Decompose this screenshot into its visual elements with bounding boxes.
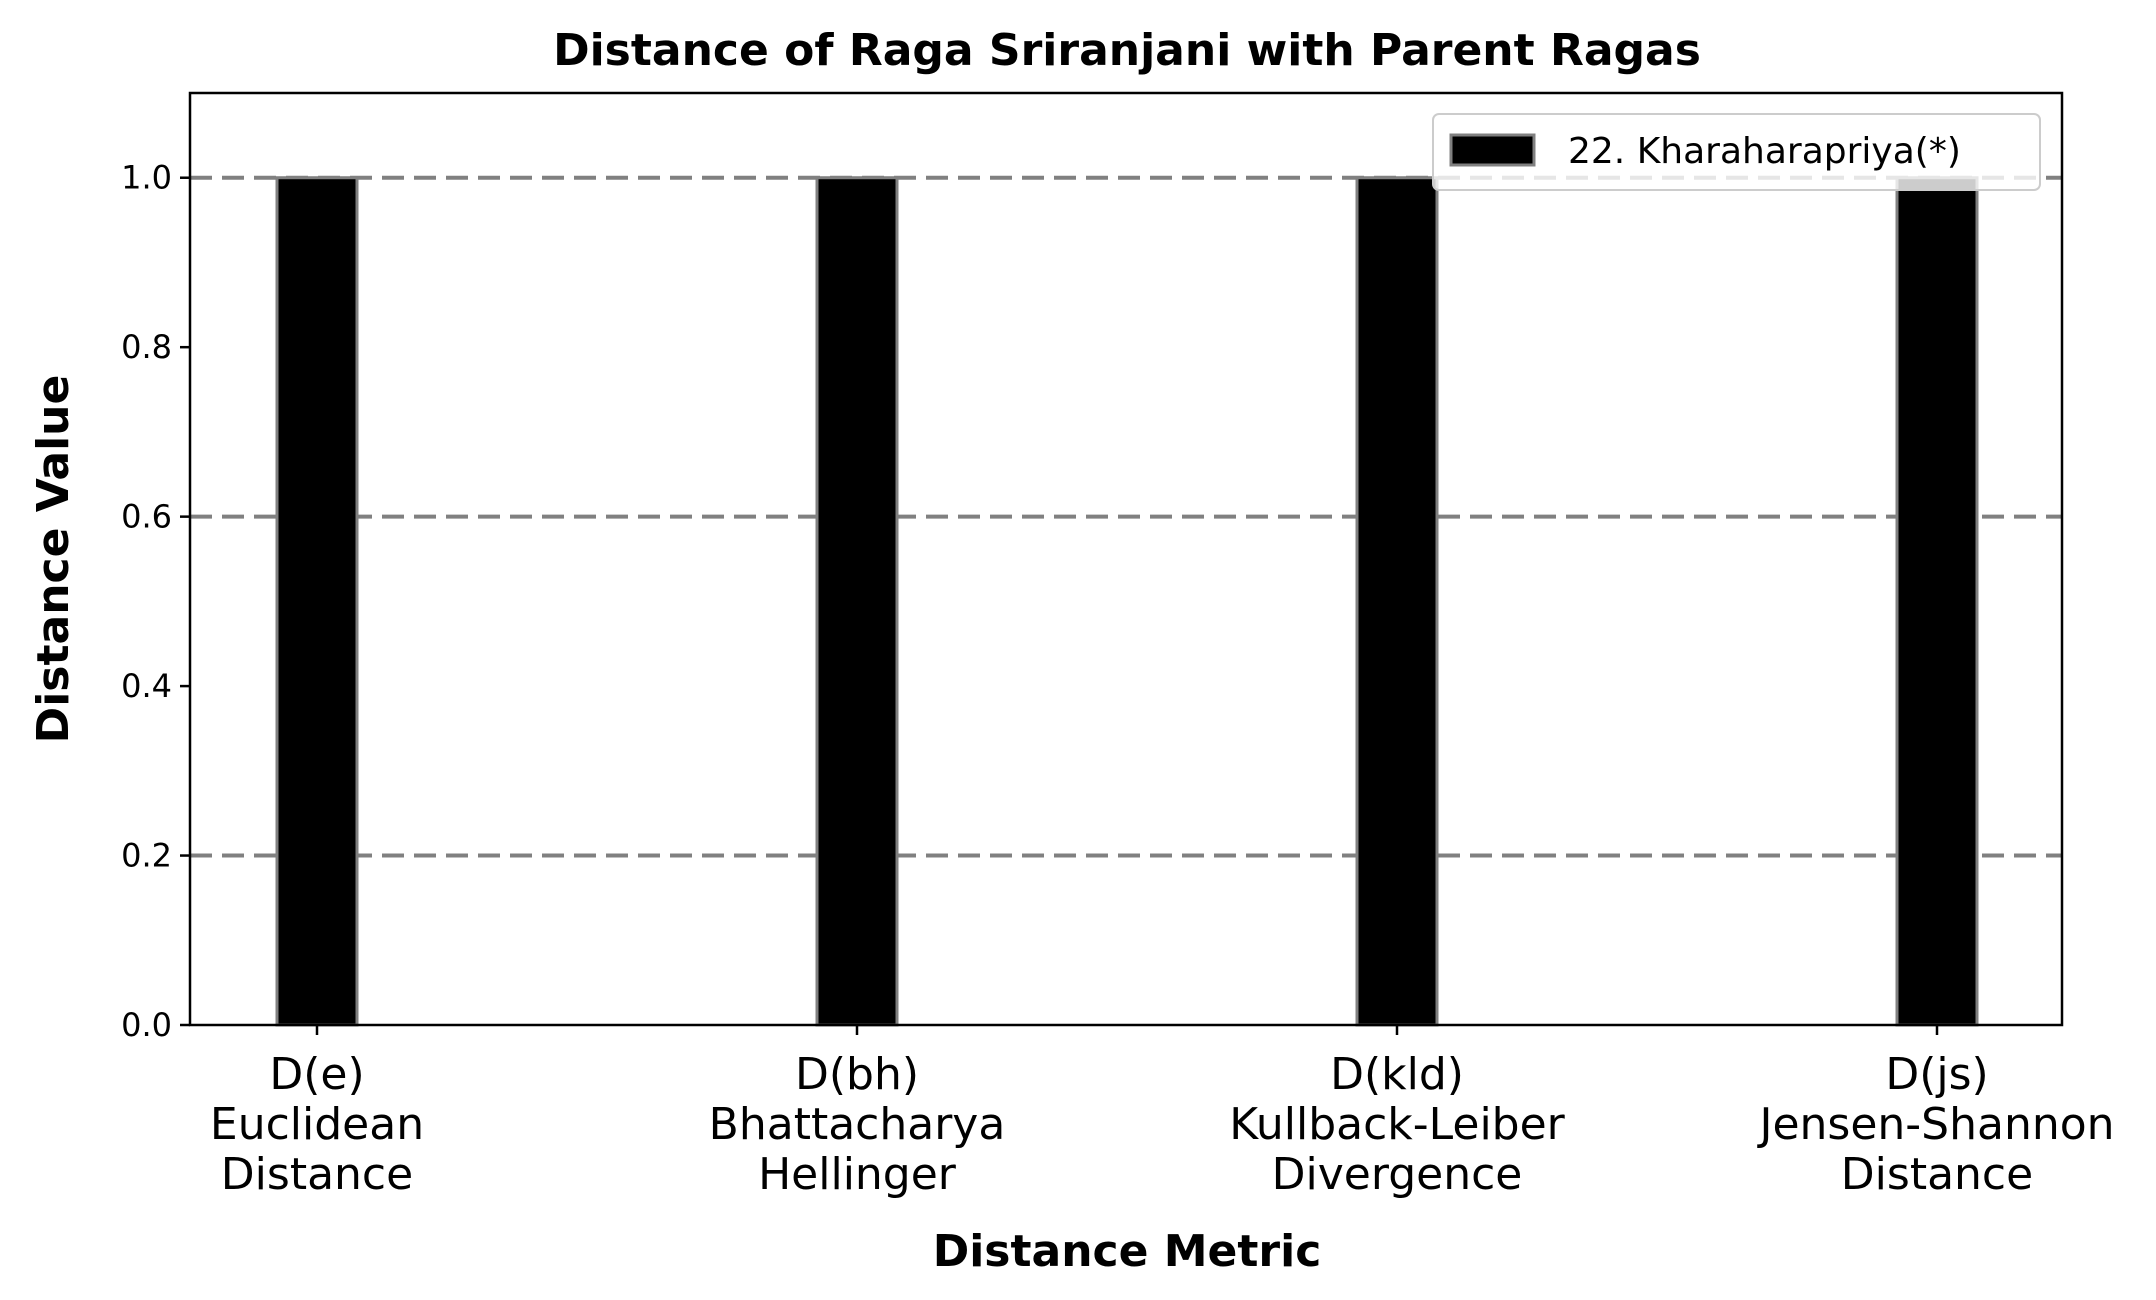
x-tick-label: Kullback-Leiber	[1229, 1099, 1565, 1150]
bar	[1895, 176, 1979, 1027]
bar	[1355, 176, 1439, 1027]
x-tick-label: D(bh)	[795, 1049, 919, 1100]
y-tick-label: 0.6	[121, 498, 172, 536]
x-tick-label: Distance	[221, 1149, 413, 1200]
x-axis-label: Distance Metric	[933, 1226, 1322, 1277]
grid-lines	[190, 175, 2062, 858]
bar	[815, 176, 899, 1027]
chart-title: Distance of Raga Sriranjani with Parent …	[553, 25, 1701, 76]
y-tick-label: 0.0	[121, 1006, 172, 1044]
bars	[275, 176, 1979, 1027]
legend: 22. Kharaharapriya(*)	[1432, 113, 2041, 191]
y-axis: 0.0 0.2 0.4 0.6 0.8 1.0	[121, 159, 190, 1044]
x-axis: D(e)EuclideanDistanceD(bh)BhattacharyaHe…	[210, 1025, 2115, 1200]
x-tick-label: D(e)	[269, 1049, 364, 1100]
x-tick-label: D(js)	[1885, 1049, 1988, 1100]
y-tick-label: 0.2	[121, 837, 172, 875]
y-tick-label: 1.0	[121, 159, 172, 197]
x-tick-label: Jensen-Shannon	[1756, 1099, 2114, 1150]
bar	[275, 176, 359, 1027]
legend-label: 22. Kharaharapriya(*)	[1568, 131, 1961, 172]
x-tick-label: Hellinger	[758, 1149, 957, 1200]
x-tick-label: Distance	[1841, 1149, 2033, 1200]
x-tick-label: D(kld)	[1330, 1049, 1464, 1100]
plot-frame	[188, 91, 2064, 1027]
y-axis-label: Distance Value	[28, 375, 79, 744]
legend-swatch	[1449, 133, 1536, 167]
y-tick-label: 0.8	[121, 328, 172, 366]
x-tick-label: Euclidean	[210, 1099, 424, 1150]
y-tick-label: 0.4	[121, 667, 172, 705]
legend-frame	[1432, 113, 2041, 191]
x-tick-label: Divergence	[1272, 1149, 1523, 1200]
x-tick-label: Bhattacharya	[709, 1099, 1006, 1150]
